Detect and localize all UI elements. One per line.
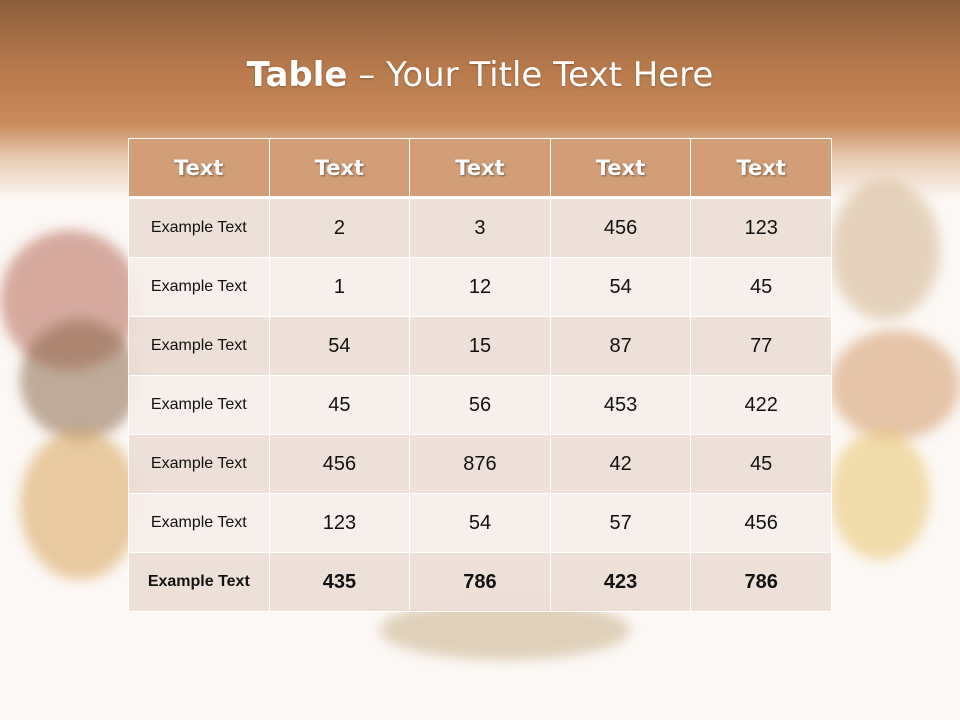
header-cell: Text (549, 138, 692, 199)
value-cell: 54 (268, 316, 411, 376)
row-label-cell: Example Text (128, 552, 270, 612)
value-cell: 453 (549, 375, 692, 435)
value-cell: 54 (549, 257, 692, 317)
value-cell: 1 (268, 257, 411, 317)
value-cell: 45 (268, 375, 411, 435)
slide-title: Table – Your Title Text Here (0, 55, 960, 95)
value-cell: 56 (409, 375, 551, 435)
header-row: Text Text Text Text Text (128, 138, 832, 199)
value-cell: 45 (690, 434, 832, 494)
value-cell: 423 (549, 552, 692, 612)
value-cell: 45 (690, 257, 832, 317)
value-cell: 786 (409, 552, 551, 612)
value-cell: 456 (690, 493, 832, 553)
header-cell: Text (128, 138, 270, 199)
row-label-cell: Example Text (128, 197, 270, 258)
row-label-cell: Example Text (128, 434, 270, 494)
value-cell: 54 (409, 493, 551, 553)
title-bold: Table (246, 55, 348, 95)
value-cell: 456 (268, 434, 411, 494)
value-cell: 876 (409, 434, 551, 494)
value-cell: 456 (549, 197, 692, 258)
row-label-cell: Example Text (128, 257, 270, 317)
total-row: Example Text 435 786 423 786 (128, 552, 832, 612)
row-label-cell: Example Text (128, 316, 270, 376)
row-label-cell: Example Text (128, 375, 270, 435)
value-cell: 435 (268, 552, 411, 612)
data-table: Text Text Text Text Text Example Text 2 3 4… (128, 138, 832, 612)
value-cell: 2 (268, 197, 411, 258)
value-cell: 15 (409, 316, 551, 376)
value-cell: 3 (409, 197, 551, 258)
table-row: Example Text 54 15 87 77 (128, 316, 832, 376)
table-row: Example Text 2 3 456 123 (128, 197, 832, 258)
header-cell: Text (409, 138, 551, 199)
value-cell: 12 (409, 257, 551, 317)
value-cell: 57 (549, 493, 692, 553)
table-row: Example Text 123 54 57 456 (128, 493, 832, 553)
header-cell: Text (690, 138, 832, 199)
value-cell: 123 (268, 493, 411, 553)
value-cell: 422 (690, 375, 832, 435)
value-cell: 77 (690, 316, 832, 376)
header-cell: Text (268, 138, 411, 199)
value-cell: 123 (690, 197, 832, 258)
table-row: Example Text 45 56 453 422 (128, 375, 832, 435)
value-cell: 42 (549, 434, 692, 494)
table-row: Example Text 456 876 42 45 (128, 434, 832, 494)
table-row: Example Text 1 12 54 45 (128, 257, 832, 317)
title-rest: – Your Title Text Here (347, 55, 714, 95)
row-label-cell: Example Text (128, 493, 270, 553)
value-cell: 87 (549, 316, 692, 376)
value-cell: 786 (690, 552, 832, 612)
